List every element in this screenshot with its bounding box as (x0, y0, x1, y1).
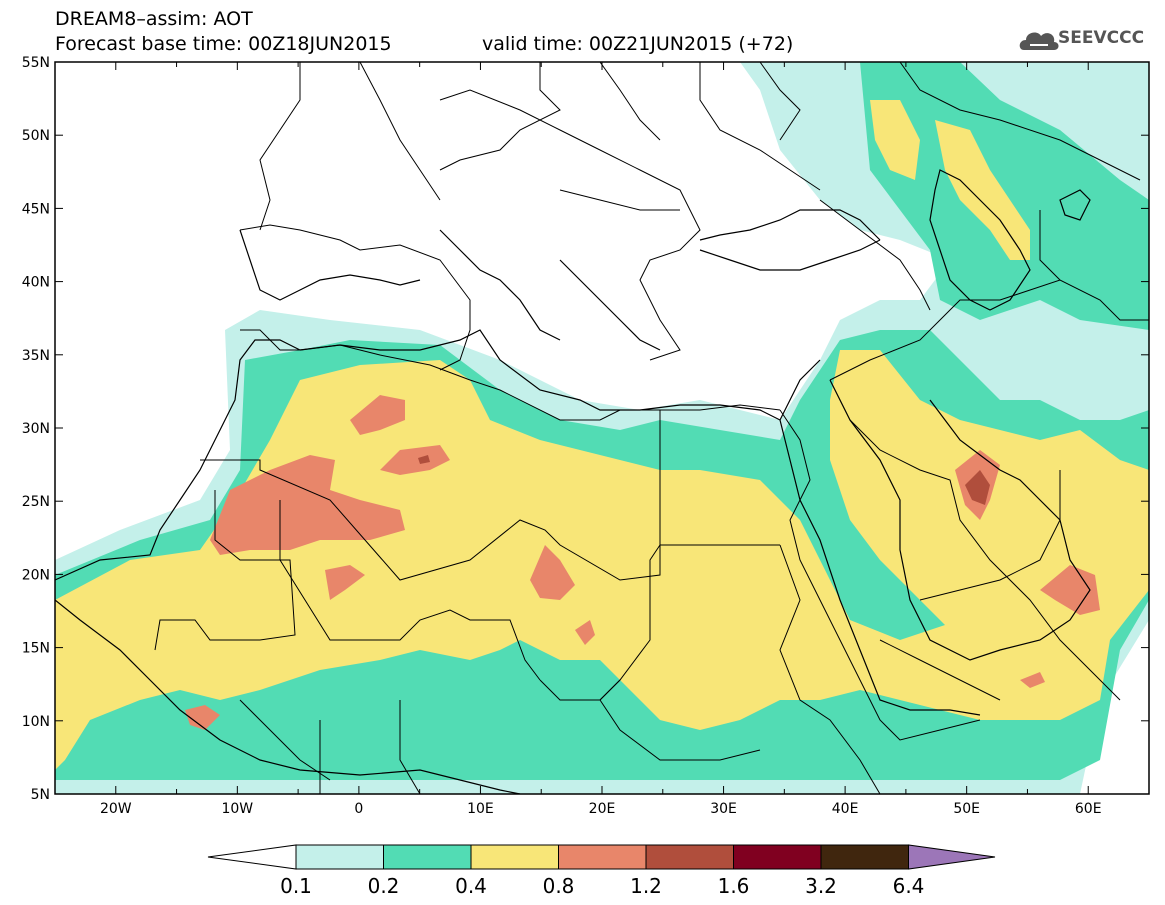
colorbar-label: 1.6 (718, 874, 750, 898)
lon-label: 0 (354, 801, 363, 817)
aot-band-1.2 (965, 470, 990, 505)
lat-label: 45N (22, 201, 50, 217)
lat-label: 25N (22, 494, 50, 510)
colorbar-label: 1.2 (630, 874, 662, 898)
aot-band-0.8-d (325, 565, 365, 600)
colorbar-label: 0.4 (455, 874, 487, 898)
lon-label: 10E (467, 801, 494, 817)
aot-field (55, 62, 1149, 794)
chart-title: DREAM8–assim: AOT (55, 8, 253, 30)
lon-label: 60E (1075, 801, 1102, 817)
lat-label: 35N (22, 348, 50, 364)
lat-label: 5N (31, 787, 50, 803)
axis-ticks (54, 61, 1150, 795)
lon-label: 20E (589, 801, 616, 817)
lat-label: 30N (22, 421, 50, 437)
colorbar-swatch (470, 844, 559, 870)
aot-band-0.8-h (185, 705, 220, 730)
forecast-base-time: Forecast base time: 00Z18JUN2015 (55, 33, 392, 55)
aot-band-0.4-caspian2 (935, 120, 1030, 260)
logo-text: SEEVCCC (1058, 28, 1145, 48)
colorbar-label: 0.2 (368, 874, 400, 898)
aot-band-0.8-j (575, 620, 595, 645)
aot-band-0.8-e (530, 545, 575, 600)
lon-label: 30E (710, 801, 737, 817)
colorbar-swatch (383, 844, 472, 870)
country-borders (154, 62, 1149, 794)
aot-band-0.8-c (380, 445, 450, 475)
coastlines (55, 169, 1091, 794)
lon-label: 50E (953, 801, 980, 817)
latitude-labels: 5N 10N 15N 20N 25N 30N 35N 40N 45N 50N 55N (22, 55, 50, 803)
colorbar-swatch (295, 844, 384, 870)
colorbar-labels: 0.1 0.2 0.4 0.8 1.2 1.6 3.2 6.4 (280, 874, 924, 898)
aot-band-0.8-g (1040, 565, 1100, 615)
colorbar-over-arrow (908, 844, 996, 870)
colorbar-label: 0.8 (543, 874, 575, 898)
lon-label: 10W (221, 801, 253, 817)
aot-band-0.4-caspian (870, 100, 920, 180)
colorbar-label: 6.4 (893, 874, 925, 898)
colorbar-swatch (820, 844, 909, 870)
aot-band-1.2-b (418, 455, 430, 464)
lon-label: 20W (100, 801, 132, 817)
colorbar-swatch (558, 844, 647, 870)
colorbar-swatch (733, 844, 822, 870)
aot-band-0.8-i (1020, 672, 1045, 688)
colorbar-label: 0.1 (280, 874, 312, 898)
lat-label: 55N (22, 55, 50, 71)
cloud-logo-icon (1019, 32, 1059, 50)
lat-label: 10N (22, 714, 50, 730)
valid-time: valid time: 00Z21JUN2015 (+72) (482, 33, 794, 55)
colorbar-swatch (645, 844, 734, 870)
colorbar-label: 3.2 (805, 874, 837, 898)
colorbar-under-arrow (207, 844, 297, 870)
lat-label: 40N (22, 275, 50, 291)
aot-band-0.8-b (350, 395, 405, 435)
colorbar (207, 844, 996, 870)
lon-label: 40E (832, 801, 859, 817)
lat-label: 50N (22, 128, 50, 144)
lat-label: 15N (22, 641, 50, 657)
lat-label: 20N (22, 567, 50, 583)
longitude-labels: 20W 10W 0 10E 20E 30E 40E 50E 60E (100, 801, 1102, 817)
